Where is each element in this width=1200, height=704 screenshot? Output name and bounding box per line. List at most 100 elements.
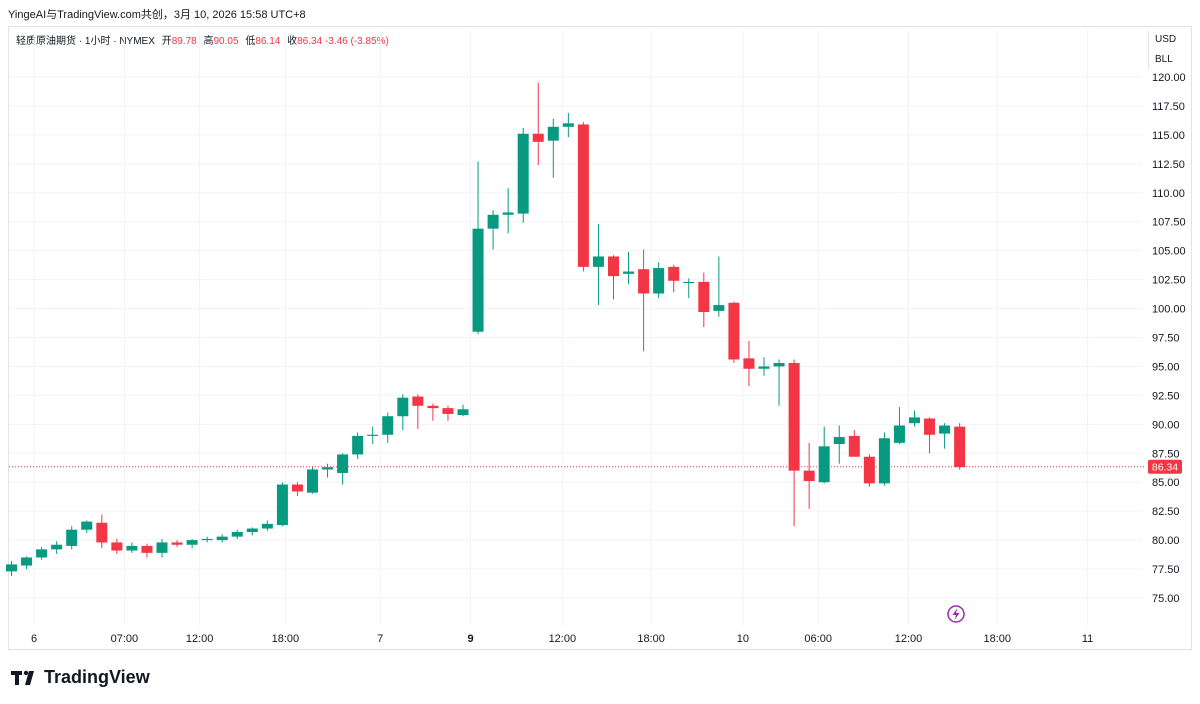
candle-body <box>728 302 740 360</box>
unit-label[interactable]: BLL <box>1155 54 1173 65</box>
candle-body <box>367 434 379 436</box>
y-tick-label: 105.00 <box>1152 246 1186 258</box>
open-value: 89.78 <box>171 36 197 47</box>
candle-body <box>322 467 334 470</box>
candle-body <box>427 405 439 409</box>
lightning-icon[interactable] <box>947 605 965 623</box>
x-tick-label: 12:00 <box>549 633 577 645</box>
candle-body <box>623 271 635 274</box>
low-value: 86.14 <box>255 36 281 47</box>
y-tick-label: 120.00 <box>1152 72 1186 84</box>
y-tick-label: 87.50 <box>1152 448 1180 460</box>
candle-body <box>803 470 815 482</box>
candle-body <box>36 549 48 558</box>
candle-body <box>592 256 604 267</box>
x-tick-label: 18:00 <box>272 633 300 645</box>
candle-body <box>307 469 318 493</box>
candle-body <box>893 425 905 443</box>
close-value: 86.34 <box>297 36 323 47</box>
y-tick-label: 110.00 <box>1152 188 1185 200</box>
candle-body <box>954 426 966 468</box>
y-tick-label: 80.00 <box>1152 535 1180 547</box>
candle-body <box>412 396 424 406</box>
y-tick-label: 102.50 <box>1152 275 1186 287</box>
candle-body <box>818 446 830 483</box>
y-tick-label: 107.50 <box>1152 217 1186 229</box>
candle-body <box>939 425 951 434</box>
candle-body <box>878 438 890 484</box>
x-tick-label: 12:00 <box>186 633 214 645</box>
y-tick-label: 90.00 <box>1152 419 1180 431</box>
candle-body <box>442 408 454 414</box>
candle-body <box>81 521 93 530</box>
candle-body <box>111 542 123 551</box>
x-tick-label: 07:00 <box>111 633 139 645</box>
candle-body <box>261 523 273 529</box>
candle-body <box>186 540 198 545</box>
candle-body <box>924 418 936 435</box>
y-tick-label: 112.50 <box>1152 159 1185 171</box>
high-label: 高 <box>203 36 214 47</box>
candle-body <box>472 228 484 332</box>
candle-body <box>51 544 63 550</box>
x-tick-label: 11 <box>1082 633 1093 645</box>
candle-body <box>743 358 755 369</box>
candle-body <box>698 281 710 313</box>
symbol-name: 轻质原油期货 · 1小时 · NYMEX <box>16 36 155 47</box>
y-tick-label: 82.50 <box>1152 506 1180 518</box>
candle-body <box>562 123 574 127</box>
candlestick-chart[interactable]: 75.00 77.50 80.00 82.50 85.00 87.50 90.00 92.50… <box>0 0 1200 660</box>
price-unit-box[interactable]: USD BLL <box>1148 30 1183 70</box>
candle-body <box>608 256 619 277</box>
x-tick-label: 9 <box>467 633 473 645</box>
candle-body <box>457 409 469 416</box>
tradingview-logo[interactable]: TradingView <box>10 667 150 688</box>
candle-body <box>231 532 243 537</box>
candle-body <box>382 416 394 435</box>
symbol-legend: 轻质原油期货 · 1小时 · NYMEX 开89.78 高90.05 低86.1… <box>16 32 389 47</box>
candle-body <box>577 124 589 267</box>
candle-body <box>141 545 153 553</box>
candle-body <box>653 268 665 294</box>
y-tick-label: 77.50 <box>1152 564 1180 576</box>
change-value: -3.46 (-3.85%) <box>324 36 389 47</box>
candle-body <box>638 269 650 294</box>
x-tick-label: 12:00 <box>895 633 923 645</box>
y-tick-label: 97.50 <box>1152 333 1180 345</box>
y-tick-label: 75.00 <box>1152 593 1180 605</box>
logo-text: TradingView <box>44 667 150 687</box>
x-tick-label: 6 <box>31 633 37 645</box>
candle-body <box>216 536 228 541</box>
candle-body <box>276 484 288 526</box>
candle-body <box>863 456 875 484</box>
candle-body <box>833 437 845 445</box>
x-tick-label: 10 <box>737 633 749 645</box>
candle-body <box>352 435 364 455</box>
low-label: 低 <box>245 36 256 47</box>
candle-body <box>668 266 680 281</box>
candle-body <box>517 133 529 214</box>
candle-body <box>487 214 499 229</box>
candle-body <box>291 484 303 492</box>
candle-body <box>397 397 409 417</box>
high-value: 90.05 <box>213 36 239 47</box>
open-label: 开 <box>161 36 172 47</box>
y-tick-label: 117.50 <box>1152 101 1185 113</box>
candle-body <box>773 362 785 367</box>
candle-body <box>848 435 860 457</box>
candle-body <box>171 542 183 545</box>
y-tick-label: 100.00 <box>1152 304 1186 316</box>
candle-body <box>547 126 559 141</box>
close-label: 收 <box>287 36 298 47</box>
candle-body <box>96 522 108 543</box>
y-tick-label: 92.50 <box>1152 390 1180 402</box>
x-tick-label: 18:00 <box>637 633 665 645</box>
candle-body <box>758 366 770 369</box>
x-tick-label: 06:00 <box>804 633 832 645</box>
currency-label[interactable]: USD <box>1155 34 1177 45</box>
candle-body <box>156 542 168 553</box>
candle-body <box>337 454 349 473</box>
last-price-box <box>1148 459 1182 474</box>
last-price-label: 86.34 <box>1152 462 1178 474</box>
chart-frame <box>8 26 1192 650</box>
